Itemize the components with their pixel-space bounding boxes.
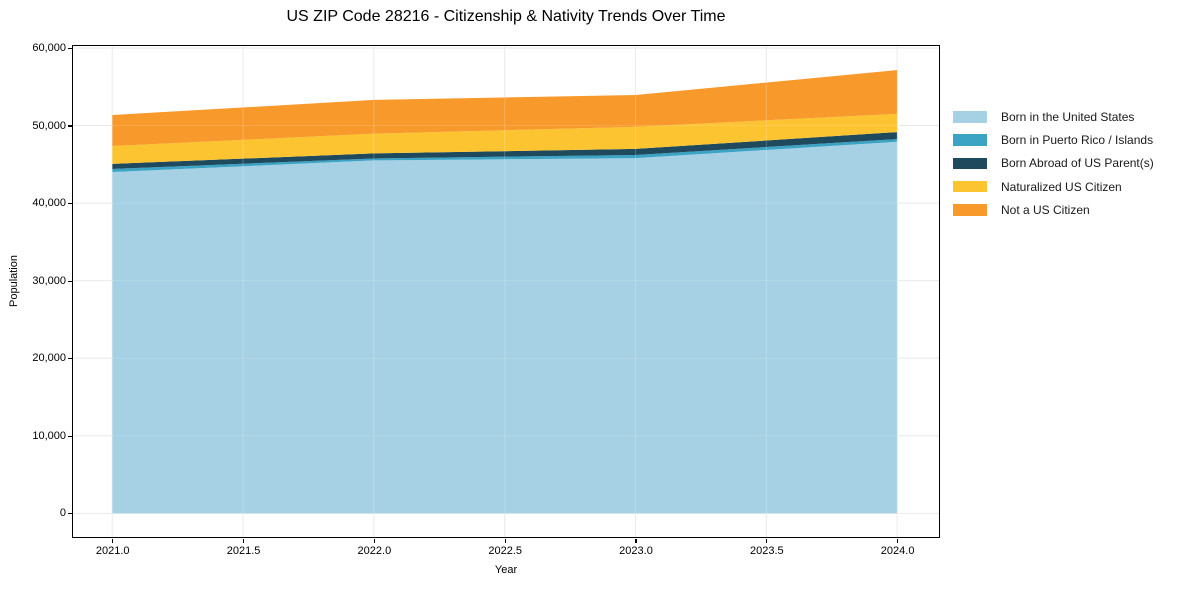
legend-swatch <box>953 157 987 170</box>
area-series <box>112 70 898 147</box>
legend-label: Born in Puerto Rico / Islands <box>1001 133 1154 148</box>
x-tick-mark <box>766 539 768 543</box>
legend-label: Naturalized US Citizen <box>1001 179 1122 194</box>
y-tick-label: 20,000 <box>32 352 66 365</box>
legend-label: Born Abroad of US Parent(s) <box>1001 156 1154 171</box>
legend-swatch <box>953 111 987 123</box>
x-tick-mark <box>504 539 506 543</box>
y-tick-mark <box>68 125 72 127</box>
chart-title: US ZIP Code 28216 - Citizenship & Nativi… <box>286 8 726 25</box>
area-series <box>112 141 898 514</box>
legend-swatch <box>953 134 987 146</box>
x-tick-label: 2023.5 <box>749 545 784 557</box>
stacked-area-chart <box>73 46 939 537</box>
x-tick-label: 2021.0 <box>95 545 130 557</box>
y-tick-mark <box>68 202 72 205</box>
x-tick-label: 2021.5 <box>226 545 261 557</box>
y-tick-mark <box>68 358 72 360</box>
x-tick-label: 2024.0 <box>880 545 915 557</box>
y-tick-label: 60,000 <box>32 41 66 54</box>
y-tick-label: 40,000 <box>32 197 66 210</box>
legend: Born in the United States Born in Puerto … <box>953 110 1154 226</box>
x-tick-mark <box>373 539 375 543</box>
x-tick-mark <box>635 539 637 543</box>
legend-item: Born Abroad of US Parent(s) <box>953 156 1154 170</box>
y-tick-label: 0 <box>59 507 66 520</box>
plot-area <box>72 45 940 538</box>
legend-label: Not a US Citizen <box>1001 202 1090 217</box>
legend-label: Born in the United States <box>1001 110 1135 124</box>
legend-item: Born in the United States <box>953 110 1154 124</box>
legend-item: Naturalized US Citizen <box>953 180 1154 194</box>
legend-swatch <box>953 180 987 193</box>
area-series <box>112 113 898 164</box>
x-tick-label: 2022.5 <box>488 545 523 557</box>
legend-item: Not a US Citizen <box>953 203 1154 217</box>
legend-item: Born in Puerto Rico / Islands <box>953 133 1154 147</box>
y-tick-mark <box>68 280 72 282</box>
y-tick-mark <box>68 47 72 50</box>
x-tick-mark <box>242 539 245 543</box>
y-tick-mark <box>68 513 72 515</box>
y-tick-label: 30,000 <box>32 274 66 287</box>
x-tick-label: 2023.0 <box>619 545 653 557</box>
x-axis-label: Year <box>494 564 518 576</box>
x-tick-label: 2022.0 <box>357 545 392 557</box>
y-tick-label: 10,000 <box>32 429 66 442</box>
x-tick-mark <box>897 539 899 543</box>
x-tick-mark <box>112 539 114 543</box>
y-tick-label: 50,000 <box>32 119 66 132</box>
area-series <box>112 132 898 169</box>
y-tick-mark <box>68 435 72 437</box>
legend-swatch <box>953 204 987 216</box>
